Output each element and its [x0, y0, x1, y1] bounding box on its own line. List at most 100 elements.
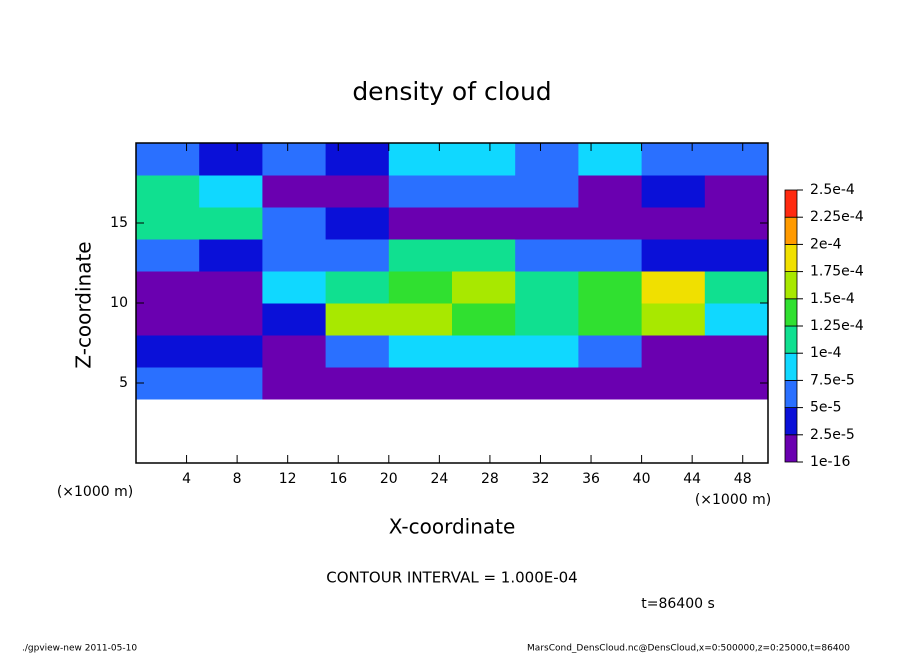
colorbar-label: 2.5e-4	[810, 182, 855, 198]
colorbar-box	[784, 325, 798, 354]
cell	[325, 335, 390, 368]
cell	[325, 303, 390, 336]
cell	[199, 207, 263, 240]
cell	[136, 367, 200, 400]
cell	[325, 143, 390, 176]
x-unit: (×1000 m)	[695, 492, 771, 508]
colorbar-label: 1e-4	[810, 345, 842, 361]
cell	[452, 335, 516, 368]
cell	[578, 239, 643, 272]
cell	[641, 335, 706, 368]
colorbar-box	[784, 271, 798, 300]
y-tick-label: 10	[110, 295, 128, 311]
cell	[704, 239, 769, 272]
cell	[199, 335, 263, 368]
colorbar-box	[784, 407, 798, 436]
contour-note: CONTOUR INTERVAL = 1.000E-04	[326, 569, 577, 587]
cell	[704, 207, 769, 240]
cell	[641, 271, 706, 304]
colorbar-label: 2.5e-5	[810, 427, 855, 443]
cell	[578, 271, 643, 304]
y-axis-label: Z-coordinate	[72, 241, 96, 368]
x-tick-label: 16	[329, 471, 347, 487]
colorbar-label: 1e-16	[810, 454, 850, 470]
colorbar-box	[784, 189, 798, 218]
colorbar-label: 1.25e-4	[810, 318, 864, 334]
cell	[262, 207, 327, 240]
cell	[452, 239, 516, 272]
cell	[262, 143, 327, 176]
cell	[262, 335, 327, 368]
cell	[136, 303, 200, 336]
cell	[388, 271, 453, 304]
cell	[578, 367, 643, 400]
x-tick-label: 44	[683, 471, 701, 487]
cell	[388, 143, 453, 176]
cell	[262, 239, 327, 272]
cell	[199, 271, 263, 304]
cell	[641, 143, 706, 176]
cell	[325, 271, 390, 304]
x-tick-label: 20	[380, 471, 398, 487]
x-tick-label: 48	[734, 471, 752, 487]
colorbar-label: 1.5e-4	[810, 291, 855, 307]
colorbar-label: 7.5e-5	[810, 372, 855, 388]
cell	[452, 175, 516, 208]
cell	[325, 175, 390, 208]
cell	[641, 239, 706, 272]
cell	[704, 367, 769, 400]
cell	[262, 367, 327, 400]
x-tick-label: 8	[233, 471, 242, 487]
cell	[325, 367, 390, 400]
time-label: t=86400 s	[641, 596, 715, 612]
colorbar-label: 2.25e-4	[810, 209, 864, 225]
cell	[578, 335, 643, 368]
cell	[578, 175, 643, 208]
colorbar-box	[784, 352, 798, 381]
cell	[136, 175, 200, 208]
cell	[199, 239, 263, 272]
colorbar-label: 1.75e-4	[810, 264, 864, 280]
colorbar-box	[784, 298, 798, 327]
cell	[452, 207, 516, 240]
cell	[515, 271, 579, 304]
y-unit: (×1000 m)	[57, 484, 133, 500]
x-tick-label: 28	[481, 471, 499, 487]
cell	[704, 303, 769, 336]
cell	[704, 335, 769, 368]
cell	[452, 143, 516, 176]
cell	[641, 175, 706, 208]
cell	[199, 303, 263, 336]
cell	[578, 207, 643, 240]
cell	[578, 303, 643, 336]
x-axis-label: X-coordinate	[389, 515, 516, 539]
cell	[388, 367, 453, 400]
cell	[704, 271, 769, 304]
cell	[388, 335, 453, 368]
cell	[515, 175, 579, 208]
footer-right: MarsCond_DensCloud.nc@DensCloud,x=0:5000…	[527, 644, 850, 654]
x-tick-label: 12	[279, 471, 297, 487]
cell	[704, 175, 769, 208]
colorbar-box	[784, 216, 798, 245]
y-tick-label: 5	[119, 375, 128, 391]
cell	[136, 335, 200, 368]
cell	[262, 175, 327, 208]
cell	[325, 207, 390, 240]
colorbar-box	[784, 243, 798, 272]
cell	[262, 271, 327, 304]
cell	[199, 143, 263, 176]
x-tick-label: 24	[430, 471, 448, 487]
cell	[641, 367, 706, 400]
cell	[136, 207, 200, 240]
x-tick-label: 36	[582, 471, 600, 487]
cell	[452, 303, 516, 336]
cell	[136, 239, 200, 272]
colorbar-label: 5e-5	[810, 400, 841, 416]
cell	[388, 303, 453, 336]
x-tick-label: 40	[633, 471, 651, 487]
cell	[515, 207, 579, 240]
cell	[388, 175, 453, 208]
cell	[325, 239, 390, 272]
